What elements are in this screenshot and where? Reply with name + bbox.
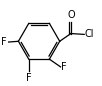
Text: F: F: [26, 73, 32, 83]
Text: F: F: [1, 37, 7, 47]
Text: F: F: [61, 62, 67, 72]
Text: Cl: Cl: [85, 29, 94, 39]
Text: O: O: [67, 10, 75, 20]
